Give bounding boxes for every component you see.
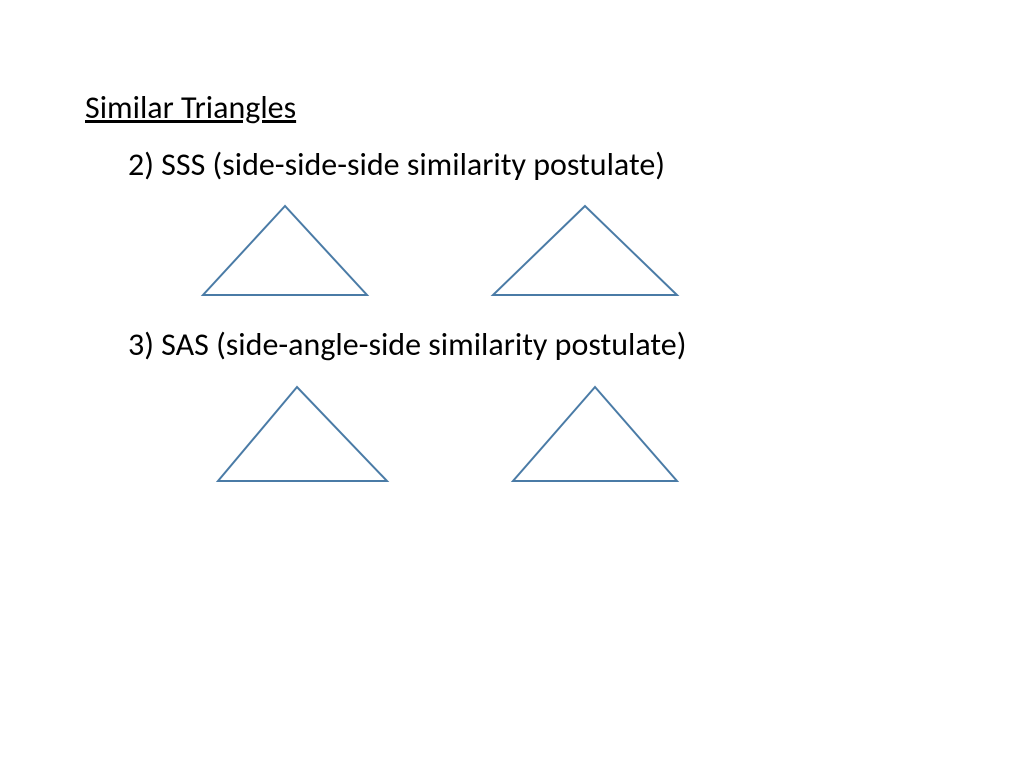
triangle-shape — [510, 384, 680, 484]
triangle-row-sas — [215, 384, 680, 484]
triangle-shape — [490, 203, 680, 298]
postulate-item-sss: 2) SSS (side-side-side similarity postul… — [128, 145, 665, 184]
triangle-row-sss — [200, 203, 680, 298]
page-title: Similar Triangles — [85, 88, 296, 127]
postulate-item-sas: 3) SAS (side-angle-side similarity postu… — [128, 325, 686, 364]
triangle-shape — [200, 203, 370, 298]
triangle-shape — [215, 384, 390, 484]
